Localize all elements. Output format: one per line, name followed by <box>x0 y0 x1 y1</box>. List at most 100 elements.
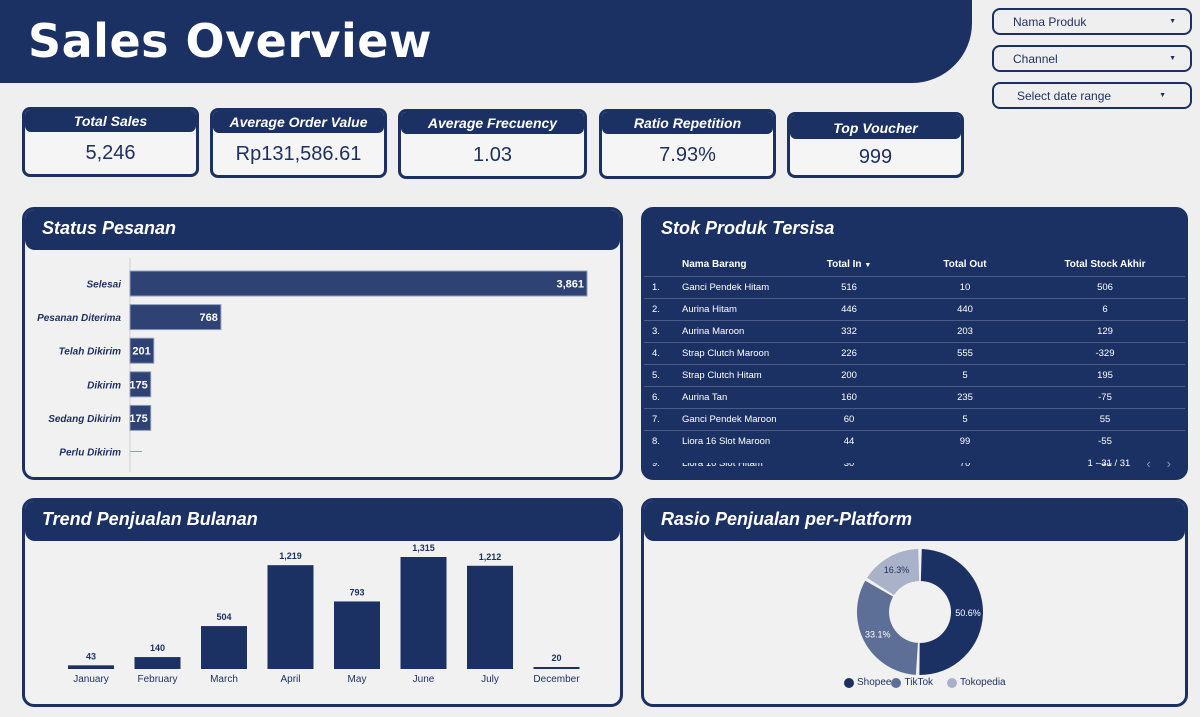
chart-legend: Shopee TikTok Tokopedia <box>844 677 1006 688</box>
tick-label: July <box>481 674 499 685</box>
date-range-picker[interactable]: Select date range ▼ <box>992 82 1192 109</box>
cell-total-out: 5 <box>905 363 1025 386</box>
row-index: 7. <box>644 407 674 430</box>
status-pesanan-panel: Status Pesanan Selesai 3,861 Pesanan Diter… <box>22 207 623 480</box>
bar <box>129 337 155 364</box>
cell-total-in: 332 <box>793 319 905 342</box>
cell-total-out: 440 <box>905 297 1025 320</box>
kpi-label: Average Order Value <box>213 111 384 133</box>
column-header-nama-barang[interactable]: Nama Barang <box>682 259 747 271</box>
table-row: 1. Ganci Pendek Hitam 516 10 506 <box>644 275 1185 298</box>
kpi-label: Top Voucher <box>790 115 961 139</box>
cell-total-stock: 129 <box>1025 319 1185 342</box>
data-label: 504 <box>216 612 231 622</box>
tick-label: December <box>533 674 580 685</box>
page-title: Sales Overview <box>28 14 432 68</box>
pagination-label: 1 - 31 / 31 <box>1087 458 1131 469</box>
bar <box>129 304 222 331</box>
tick-label: March <box>210 674 238 685</box>
row-index: 5. <box>644 363 674 386</box>
bar <box>334 601 380 669</box>
row-index: 2. <box>644 297 674 320</box>
legend-item-shopee[interactable]: Shopee <box>844 677 891 688</box>
slice-label: 33.1% <box>865 630 891 640</box>
row-index: 6. <box>644 385 674 408</box>
product-filter-dropdown[interactable]: Nama Produk ▼ <box>992 8 1192 35</box>
kpi-label: Total Sales <box>25 110 196 132</box>
caret-down-icon: ▼ <box>1169 55 1176 62</box>
cell-total-stock: 6 <box>1025 297 1185 320</box>
data-label: 140 <box>150 643 165 653</box>
kpi-card-average-order-value: Average Order Value Rp131,586.61 <box>210 108 387 178</box>
kpi-value: Rp131,586.61 <box>235 143 362 165</box>
cell-name: Strap Clutch Maroon <box>674 341 793 364</box>
legend-swatch <box>947 677 958 688</box>
panel-title: Stok Produk Tersisa <box>644 210 1185 250</box>
prev-page-icon[interactable]: ‹ <box>1146 456 1151 471</box>
column-header-total-stock-akhir[interactable]: Total Stock Akhir <box>1064 259 1146 271</box>
bar <box>129 270 588 297</box>
kpi-value: 7.93% <box>659 144 716 166</box>
next-page-icon[interactable]: › <box>1166 456 1171 471</box>
data-label: 1,219 <box>279 551 302 561</box>
row-index: 8. <box>644 429 674 452</box>
kpi-value: 1.03 <box>473 144 512 166</box>
data-label: 1,315 <box>412 543 435 553</box>
kpi-card-average-frequency: Average Frecuency 1.03 <box>398 109 587 179</box>
cell-total-out: 10 <box>905 275 1025 298</box>
caret-down-icon: ▼ <box>1169 18 1176 25</box>
sort-desc-icon: ▼ <box>864 262 872 270</box>
legend-label: TikTok <box>904 677 934 688</box>
trend-penjualan-panel: Trend Penjualan Bulanan 43 January 140 Febr… <box>22 498 623 707</box>
bar <box>129 404 152 431</box>
data-label: 3,861 <box>556 279 584 291</box>
cell-total-in: 200 <box>793 363 905 386</box>
cell-total-stock: 195 <box>1025 363 1185 386</box>
cell-total-stock: -55 <box>1025 429 1185 452</box>
table-row: 7. Ganci Pendek Maroon 60 5 55 <box>644 407 1185 430</box>
column-header-label: Total In <box>826 259 862 271</box>
cell-name: Strap Clutch Hitam <box>674 363 793 386</box>
slice-label: 50.6% <box>955 608 981 618</box>
tick-label: January <box>73 674 109 685</box>
bar <box>201 626 247 669</box>
cell-name: Aurina Tan <box>674 385 793 408</box>
table-row: 3. Aurina Maroon 332 203 129 <box>644 319 1185 342</box>
row-index: 1. <box>644 275 674 298</box>
legend-item-tokopedia[interactable]: Tokopedia <box>947 677 1006 688</box>
tick-label: April <box>280 674 300 685</box>
data-label: 43 <box>86 651 96 661</box>
pie-slice <box>857 580 918 675</box>
cell-total-in: 60 <box>793 407 905 430</box>
table-row: 4. Strap Clutch Maroon 226 555 -329 <box>644 341 1185 364</box>
tick-label: February <box>137 674 177 685</box>
bar <box>129 371 152 398</box>
cell-name: Aurina Maroon <box>674 319 793 342</box>
stok-produk-panel: Stok Produk Tersisa Nama Barang Total In… <box>641 207 1188 480</box>
category-label: Sedang Dikirim <box>48 414 121 425</box>
tick-label: May <box>348 674 367 685</box>
cell-total-out: 5 <box>905 407 1025 430</box>
channel-filter-dropdown[interactable]: Channel ▼ <box>992 45 1192 72</box>
rasio-platform-panel: Rasio Penjualan per-Platform 50.6% 33.1% 1… <box>641 498 1188 707</box>
cell-total-in: 44 <box>793 429 905 452</box>
panel-title: Status Pesanan <box>25 210 620 250</box>
column-header-total-in[interactable]: Total In ▼ <box>793 254 905 276</box>
cell-name: Liora 16 Slot Maroon <box>674 429 793 452</box>
stock-table: Nama Barang Total In ▼ Total Out Total S… <box>644 254 1185 474</box>
data-label: 201 <box>132 346 150 358</box>
kpi-value: 999 <box>858 146 893 168</box>
legend-label: Tokopedia <box>960 677 1006 688</box>
table-row: 2. Aurina Hitam 446 440 6 <box>644 297 1185 320</box>
kpi-label: Ratio Repetition <box>602 112 773 134</box>
caret-down-icon: ▼ <box>1159 92 1166 99</box>
pie-slice <box>919 549 984 675</box>
column-header-total-out[interactable]: Total Out <box>943 259 987 271</box>
panel-title: Rasio Penjualan per-Platform <box>644 501 1185 541</box>
bar <box>533 667 580 669</box>
category-label: Perlu Dikirim <box>59 448 121 459</box>
legend-item-tiktok[interactable]: TikTok <box>891 677 933 688</box>
date-range-label: Select date range <box>1017 88 1112 103</box>
channel-filter-label: Channel <box>1013 51 1058 66</box>
kpi-label: Average Frecuency <box>401 112 584 134</box>
